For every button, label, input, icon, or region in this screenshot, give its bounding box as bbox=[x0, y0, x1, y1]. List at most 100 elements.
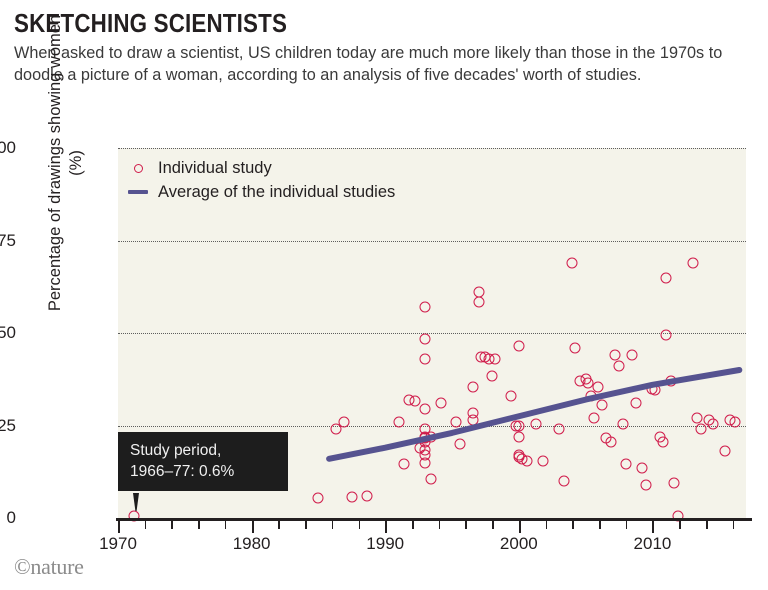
x-axis-minor-tick bbox=[492, 521, 494, 529]
scatter-point bbox=[393, 416, 405, 428]
scatter-point bbox=[620, 458, 632, 470]
scatter-point bbox=[425, 473, 437, 485]
scatter-point bbox=[558, 475, 570, 487]
page-title: SKETCHING SCIENTISTS bbox=[14, 8, 288, 38]
x-axis-minor-tick bbox=[732, 521, 735, 529]
scatter-point bbox=[613, 360, 625, 372]
scatter-point bbox=[419, 403, 431, 415]
annotation-line-1: Study period, bbox=[130, 442, 222, 459]
scatter-point bbox=[609, 349, 621, 361]
annotation-line-2: 1966–77: 0.6% bbox=[130, 463, 235, 480]
scatter-point bbox=[668, 477, 680, 489]
scatter-point bbox=[513, 340, 525, 352]
scatter-point bbox=[691, 412, 703, 424]
x-axis-minor-tick bbox=[705, 521, 708, 529]
x-axis-minor-tick bbox=[358, 521, 361, 529]
legend-item-average: Average of the individual studies bbox=[124, 180, 395, 204]
x-axis-minor-tick bbox=[679, 521, 681, 529]
scatter-point bbox=[719, 445, 731, 457]
scatter-point bbox=[687, 257, 699, 269]
x-axis-major-tick bbox=[518, 521, 521, 533]
x-axis-tick-label: 1980 bbox=[232, 534, 271, 553]
x-axis-tick-label: 2010 bbox=[633, 534, 672, 553]
x-axis-minor-tick bbox=[545, 521, 548, 529]
scatter-point bbox=[660, 272, 672, 283]
scatter-point bbox=[346, 491, 358, 503]
scatter-point bbox=[660, 329, 672, 341]
x-axis-minor-tick bbox=[278, 521, 280, 529]
scatter-point bbox=[605, 436, 617, 448]
scatter-point bbox=[553, 423, 565, 435]
scatter-point bbox=[665, 375, 677, 387]
scatter-point bbox=[566, 257, 578, 269]
scatter-point bbox=[419, 301, 431, 313]
scatter-point bbox=[569, 342, 581, 354]
y-axis-title: Percentage of drawings showing women (%) bbox=[46, 14, 85, 312]
x-axis-minor-tick bbox=[305, 521, 307, 529]
y-axis-tick-label: 25 bbox=[0, 415, 16, 435]
x-axis-minor-tick bbox=[224, 521, 227, 529]
scatter-point bbox=[630, 397, 642, 409]
scatter-point bbox=[435, 397, 447, 409]
legend-item-individual-study: Individual study bbox=[124, 156, 395, 180]
scatter-point bbox=[398, 458, 410, 470]
scatter-point bbox=[467, 414, 479, 426]
scatter-point bbox=[489, 353, 501, 365]
annotation-pointer-icon bbox=[133, 493, 139, 511]
y-axis-tick-label: 75 bbox=[0, 230, 16, 250]
x-axis-line bbox=[116, 518, 752, 522]
legend-label: Average of the individual studies bbox=[158, 182, 396, 201]
chart-subtitle: When asked to draw a scientist, US child… bbox=[14, 44, 723, 84]
scatter-point bbox=[505, 390, 517, 402]
scatter-point bbox=[626, 349, 638, 361]
scatter-point bbox=[419, 457, 431, 468]
chart-header: SKETCHING SCIENTISTS When asked to draw … bbox=[14, 8, 754, 86]
x-axis-minor-tick bbox=[625, 521, 628, 529]
scatter-point bbox=[486, 370, 498, 382]
scatter-point bbox=[596, 399, 608, 411]
scatter-point bbox=[312, 492, 324, 504]
x-axis-major-tick bbox=[251, 521, 254, 533]
scatter-point bbox=[419, 353, 431, 365]
scatter-point bbox=[530, 418, 542, 430]
chart-legend: Individual study Average of the individu… bbox=[124, 156, 395, 204]
x-axis-tick-label: 1990 bbox=[366, 534, 405, 553]
y-axis-tick-label: 50 bbox=[0, 323, 16, 342]
scatter-point bbox=[636, 462, 648, 474]
x-axis-major-tick bbox=[385, 521, 388, 533]
scatter-point bbox=[521, 455, 533, 467]
study-period-annotation: Study period, 1966–77: 0.6% bbox=[118, 432, 288, 491]
gridline bbox=[118, 425, 746, 427]
scatter-point bbox=[649, 384, 661, 396]
y-axis-tick-label: 0 bbox=[6, 508, 16, 527]
scatter-point bbox=[657, 436, 669, 448]
scatter-point bbox=[361, 490, 373, 502]
x-axis-minor-tick bbox=[599, 521, 601, 529]
gridline bbox=[118, 333, 746, 334]
scatter-point bbox=[338, 416, 350, 428]
scatter-point bbox=[588, 412, 600, 424]
gridline bbox=[118, 240, 746, 242]
scatter-point bbox=[592, 381, 604, 393]
y-axis-tick-label: 100 bbox=[0, 138, 16, 157]
scatter-point bbox=[450, 416, 462, 428]
scatter-point bbox=[409, 395, 421, 407]
x-axis-minor-tick bbox=[411, 521, 414, 529]
scatter-point bbox=[640, 479, 652, 491]
gridline bbox=[118, 148, 746, 149]
scatter-point bbox=[467, 381, 479, 393]
x-axis-minor-tick bbox=[198, 521, 200, 529]
scatter-point bbox=[513, 420, 525, 431]
x-axis-minor-tick bbox=[144, 521, 147, 529]
legend-label: Individual study bbox=[158, 158, 272, 177]
line-marker-icon bbox=[124, 189, 152, 195]
scatter-point bbox=[695, 423, 707, 435]
scatter-point bbox=[425, 431, 437, 443]
x-axis-minor-tick bbox=[438, 521, 441, 529]
x-axis-minor-tick bbox=[465, 521, 467, 529]
scatter-point bbox=[454, 438, 466, 450]
scatter-point bbox=[729, 416, 741, 428]
scatter-point bbox=[419, 333, 431, 345]
scatter-point bbox=[707, 418, 719, 430]
